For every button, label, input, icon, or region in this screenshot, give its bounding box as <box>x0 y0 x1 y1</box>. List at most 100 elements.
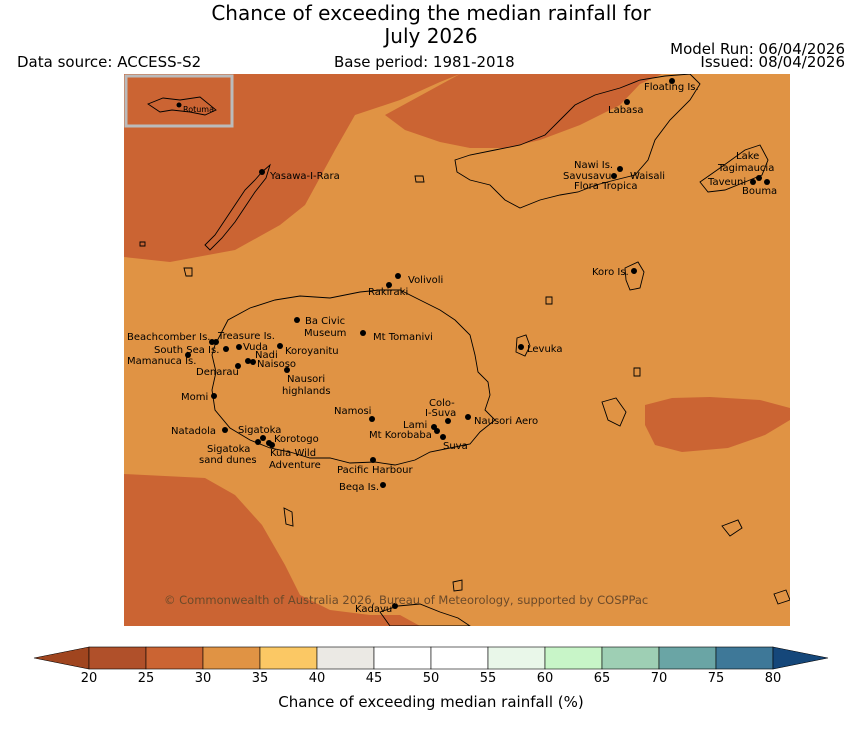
label-sigatoka: Sigatoka <box>238 425 281 436</box>
rotuma-coast <box>147 96 217 116</box>
label-suva: Suva <box>443 441 468 452</box>
koro-island <box>624 261 645 291</box>
small-island-5 <box>452 579 463 592</box>
colorbar-under-arrow <box>33 646 90 670</box>
label-denarau: Denarau <box>196 367 239 378</box>
place-markers <box>185 78 770 609</box>
region-25-30-southwest <box>124 474 420 626</box>
label-korotogo: Korotogo <box>274 434 319 445</box>
base-period: Base period: 1981-2018 <box>334 53 515 71</box>
label-sand-dunes: sand dunes <box>199 455 257 466</box>
viti-levu-coast <box>211 289 496 466</box>
label-sigatoka-2: Sigatoka <box>207 444 250 455</box>
marker-labasa <box>624 99 630 105</box>
label-nausori: Nausori <box>287 374 325 385</box>
colorbar-bin-30-35 <box>202 646 261 670</box>
label-labasa: Labasa <box>608 105 644 116</box>
small-island-1 <box>414 175 425 183</box>
marker-namosi <box>369 416 375 422</box>
small-island-6 <box>633 367 641 377</box>
marker-mamanuca <box>185 352 191 358</box>
inset-frame <box>124 74 234 128</box>
marker-nawi <box>617 166 623 172</box>
colorbar-bin-60-65 <box>544 646 603 670</box>
label-kula-wild: Kula Wild <box>270 448 316 459</box>
label-mt-tomanivi: Mt Tomanivi <box>373 332 433 343</box>
label-beachcomber: Beachcomber Is. <box>127 332 210 343</box>
marker-kula <box>269 442 275 448</box>
marker-floating <box>669 78 675 84</box>
marker-naisoso <box>250 359 256 365</box>
vanua-levu-coast <box>454 74 701 209</box>
marker-colo-i-suva <box>445 418 451 424</box>
colorbar-tick-40: 40 <box>308 671 326 686</box>
issued-date: Issued: 08/04/2026 <box>700 53 845 71</box>
rotuma-inset: Rotuma <box>124 74 234 128</box>
colorbar-bins <box>88 646 774 670</box>
colorbar-tick-65: 65 <box>593 671 611 686</box>
colorbar-bin-65-70 <box>601 646 660 670</box>
marker-ba-civic-museum <box>294 317 300 323</box>
marker-lake-tagimaucia <box>756 175 762 181</box>
coastlines <box>139 74 790 626</box>
colorbar-tick-70: 70 <box>650 671 668 686</box>
colorbar-tick-45: 45 <box>365 671 383 686</box>
label-floating: Floating Is. <box>644 82 699 93</box>
label-ba-civic: Ba Civic <box>305 316 345 327</box>
label-vuda: Vuda <box>243 342 268 353</box>
label-bouma: Bouma <box>742 186 777 197</box>
colorbar-bin-40-45 <box>316 646 375 670</box>
marker-taveuni <box>750 179 756 185</box>
marker-beqa <box>380 482 386 488</box>
small-island-3 <box>183 267 193 277</box>
region-25-30-north <box>385 74 662 148</box>
colorbar-bin-25-30 <box>145 646 204 670</box>
label-nausori-aero: Nausori Aero <box>474 416 538 427</box>
label-pacific-harbour: Pacific Harbour <box>337 465 414 476</box>
colorbar-tick-30: 30 <box>194 671 212 686</box>
ovalau-island <box>515 334 531 357</box>
small-island-2 <box>283 507 294 527</box>
lau-island-1 <box>601 397 627 427</box>
label-rakiraki: Rakiraki <box>368 287 408 298</box>
colorbar <box>33 646 829 670</box>
colorbar-tick-60: 60 <box>536 671 554 686</box>
label-mamanuca: Mamanuca Is. <box>127 356 196 367</box>
marker-rakiraki <box>386 282 392 288</box>
taveuni-coast <box>699 144 769 193</box>
colorbar-tick-55: 55 <box>479 671 497 686</box>
label-koroyanitu: Koroyanitu <box>285 346 339 357</box>
colorbar-tick-20: 20 <box>80 671 98 686</box>
data-source: Data source: ACCESS-S2 <box>17 53 202 71</box>
colorbar-tick-35: 35 <box>251 671 269 686</box>
label-yasawa: Yasawa-I-Rara <box>269 171 340 182</box>
label-levuka: Levuka <box>527 344 563 355</box>
colorbar-label: Chance of exceeding median rainfall (%) <box>278 693 584 711</box>
rotuma-marker <box>176 102 182 108</box>
colorbar-bin-55-60 <box>487 646 546 670</box>
colorbar-tick-25: 25 <box>137 671 155 686</box>
marker-suva <box>440 434 446 440</box>
colorbar-bin-20-25 <box>88 646 147 670</box>
label-adventure: Adventure <box>269 460 321 471</box>
label-kadavu: Kadavu <box>355 604 392 615</box>
label-i-suva: I-Suva <box>425 408 456 419</box>
label-momi: Momi <box>181 392 208 403</box>
marker-south-sea <box>223 346 229 352</box>
marker-sigatoka <box>260 435 266 441</box>
marker-kadavu <box>392 603 398 609</box>
marker-natadola <box>222 427 228 433</box>
colorbar-tick-50: 50 <box>422 671 440 686</box>
lau-island-3 <box>773 589 790 605</box>
colorbar-tick-75: 75 <box>707 671 725 686</box>
chart-title-line1: Chance of exceeding the median rainfall … <box>211 1 651 25</box>
small-island-7 <box>139 241 146 247</box>
colorbar-bin-70-75 <box>658 646 717 670</box>
kadavu-coast <box>379 603 471 626</box>
colorbar-bin-35-40 <box>259 646 318 670</box>
label-colo: Colo- <box>429 398 455 409</box>
marker-levuka <box>518 344 524 350</box>
region-25-30-east <box>645 397 790 452</box>
marker-momi <box>211 393 217 399</box>
